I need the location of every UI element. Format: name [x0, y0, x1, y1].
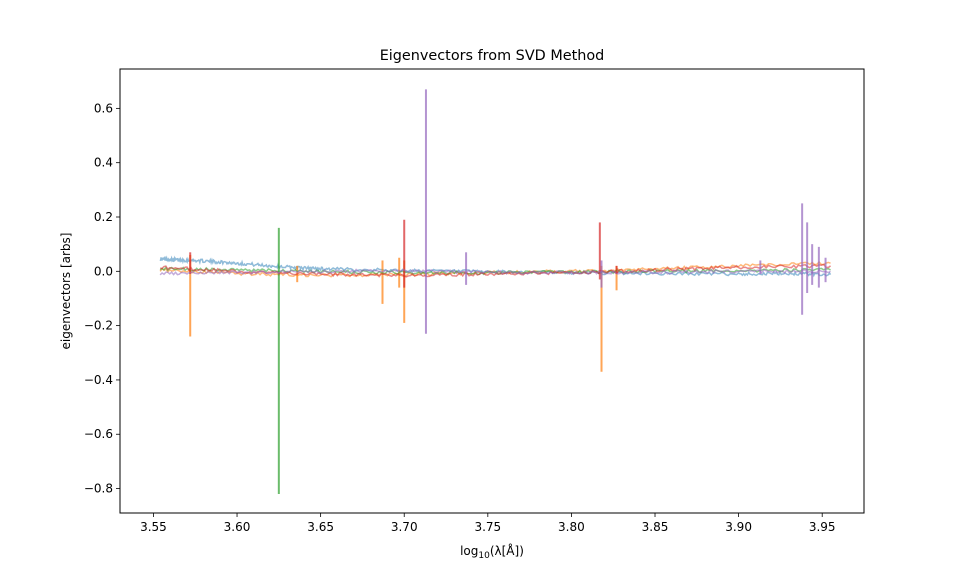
plot-area-frame [119, 68, 865, 514]
x-tick-label: 3.95 [809, 520, 836, 534]
y-tick-label: 0.2 [94, 210, 113, 224]
x-tick-label: 3.90 [725, 520, 752, 534]
series-line [159, 255, 832, 278]
y-tick-label: −0.6 [84, 427, 113, 441]
x-tick-label: 3.75 [474, 520, 501, 534]
x-tick-label: 3.70 [391, 520, 418, 534]
x-tick-label: 3.80 [558, 520, 585, 534]
y-tick-label: 0.0 [94, 264, 113, 278]
y-tick-label: −0.2 [84, 319, 113, 333]
x-axis-label-prefix: log [460, 544, 478, 558]
x-tick-label: 3.65 [307, 520, 334, 534]
series-line [159, 268, 831, 276]
x-axis: 3.55 3.60 3.65 3.70 3.75 3.80 3.85 3.90 3.95 [140, 513, 836, 534]
y-tick-label: 0.6 [94, 101, 113, 115]
chart-title: Eigenvectors from SVD Method [380, 48, 605, 64]
x-tick-label: 3.60 [224, 520, 251, 534]
y-tick-label: 0.4 [94, 156, 113, 170]
x-axis-label-suffix: (λ[Å]) [490, 543, 524, 558]
x-axis-label: log10(λ[Å]) [460, 543, 524, 561]
y-tick-label: −0.8 [84, 482, 113, 496]
x-tick-label: 3.85 [642, 520, 669, 534]
y-tick-label: −0.4 [84, 373, 113, 387]
x-tick-label: 3.55 [140, 520, 167, 534]
y-axis-label: eigenvectors [arbs] [59, 233, 73, 350]
x-axis-label-subscript: 10 [478, 551, 490, 561]
y-axis: −0.8 −0.6 −0.4 −0.2 0.0 0.2 0.4 0.6 [84, 101, 120, 496]
series-layer [159, 89, 832, 494]
